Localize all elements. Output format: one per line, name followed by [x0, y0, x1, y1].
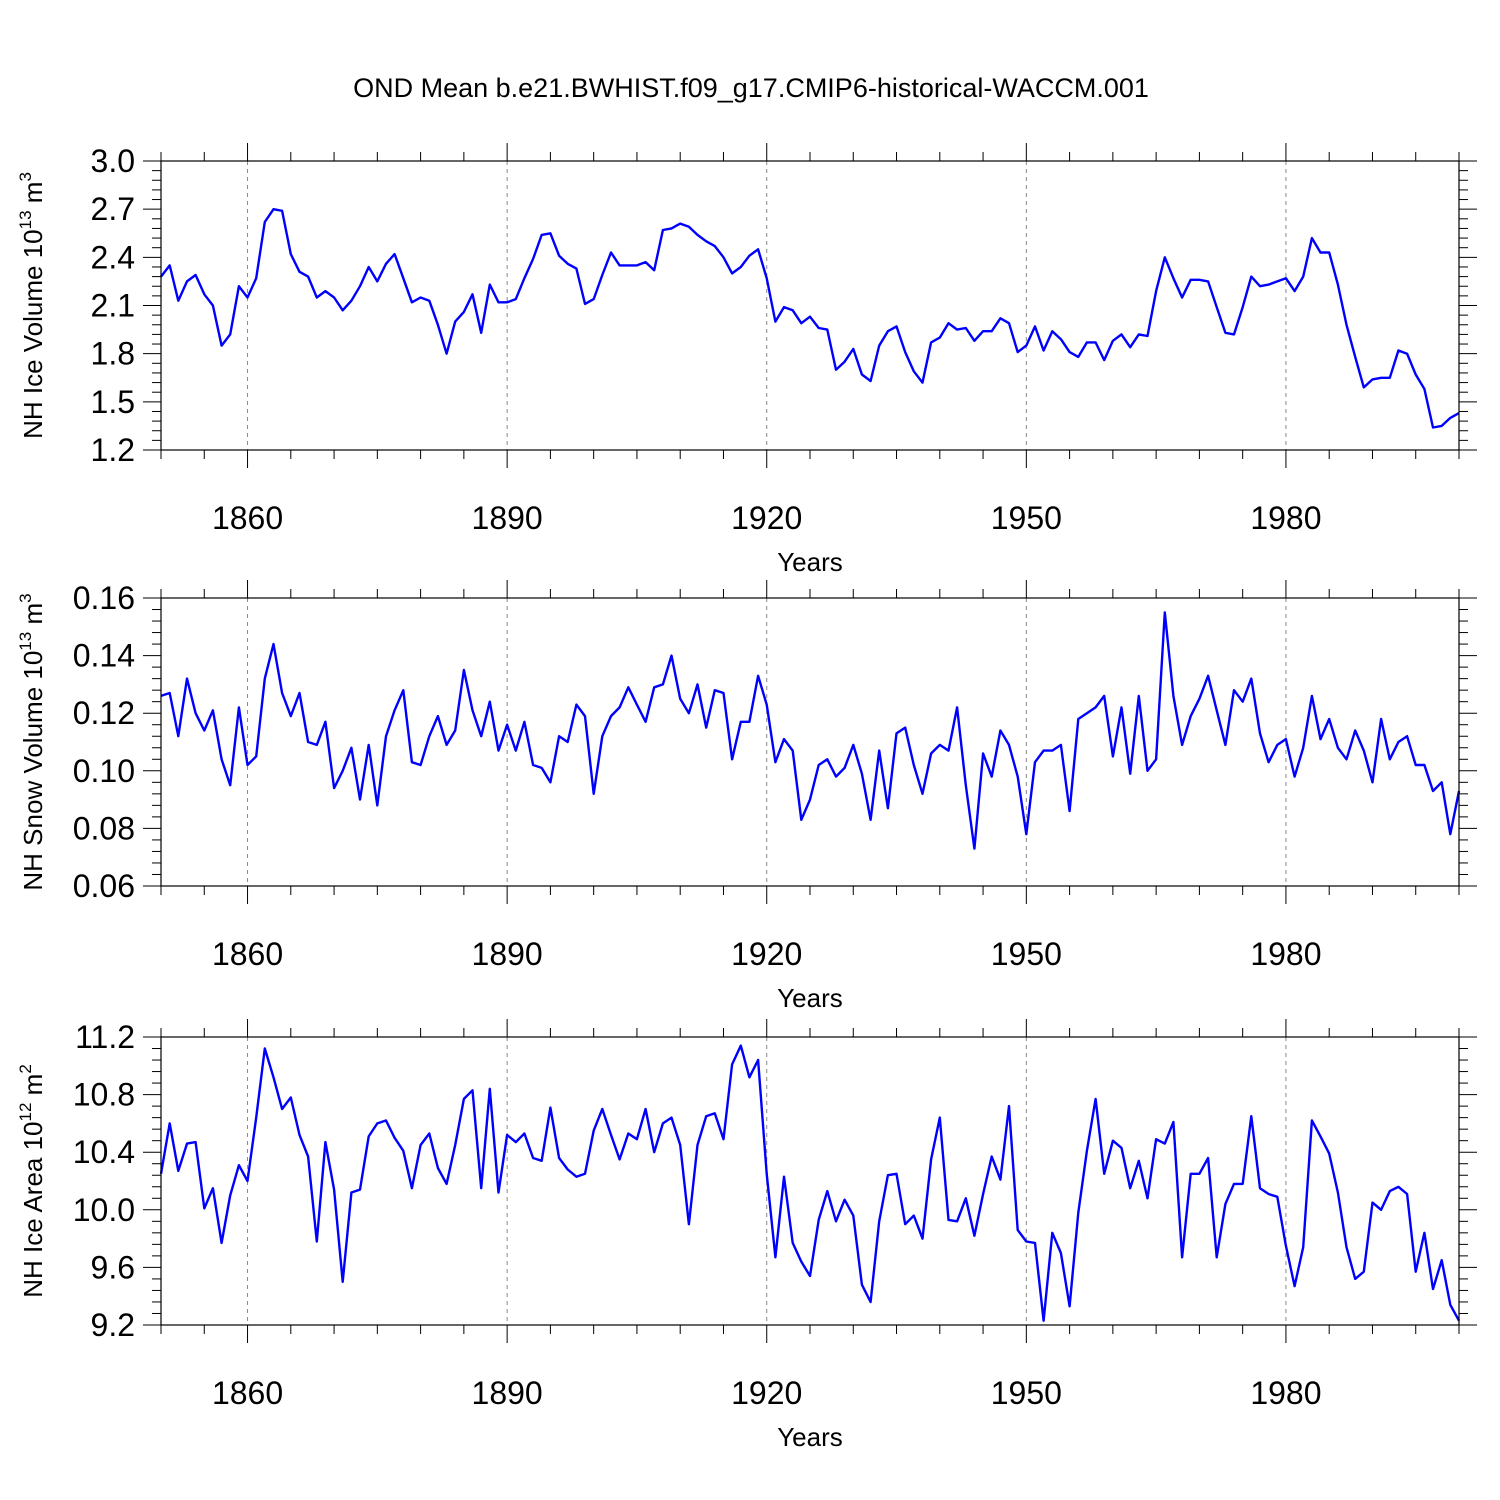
y-tick-label: 1.2 [91, 432, 135, 468]
x-tick-label: 1980 [1250, 1375, 1321, 1411]
x-tick-label: 1860 [212, 1375, 283, 1411]
y-tick-label: 10.4 [73, 1134, 135, 1170]
y-tick-label: 0.14 [73, 638, 135, 674]
y-axis-title: NH Ice Area 1012 m2 [16, 1064, 48, 1298]
y-axis-title-part: NH Snow Volume 10 [18, 651, 48, 891]
y-tick-label: 2.1 [91, 288, 135, 324]
ice-area-panel: 9.2 9.6 10.0 10.4 10.8 11.2 1860 1890 1920 1950 19… [16, 1019, 1477, 1452]
ice-volume-panel: 1.2 1.5 1.8 2.1 2.4 2.7 3.0 1860 1890 1920 1950 198… [16, 143, 1477, 577]
y-tick-label: 0.10 [73, 753, 135, 789]
x-tick-label: 1920 [731, 1375, 802, 1411]
x-tick-label: 1950 [991, 1375, 1062, 1411]
y-tick-label: 3.0 [91, 143, 135, 179]
y-tick-label: 0.12 [73, 695, 135, 731]
y-axis-title: NH Ice Volume 1013 m3 [16, 172, 48, 439]
y-axis-title: NH Snow Volume 1013 m3 [16, 593, 48, 890]
y-axis-title-superscript: 2 [16, 1064, 35, 1073]
y-axis-title-part: m [18, 1074, 48, 1103]
y-tick-label: 2.4 [91, 239, 135, 275]
x-tick-label: 1860 [212, 500, 283, 536]
y-axis-title-superscript: 13 [16, 632, 35, 651]
x-axis-title: Years [777, 1422, 843, 1452]
x-tick-label: 1920 [731, 936, 802, 972]
x-tick-label: 1890 [472, 500, 543, 536]
x-axis-title: Years [777, 547, 843, 577]
y-axis-title-part: NH Ice Volume 10 [18, 229, 48, 439]
y-tick-label: 2.7 [91, 191, 135, 227]
y-tick-label: 0.06 [73, 868, 135, 904]
x-axis-title: Years [777, 983, 843, 1013]
y-tick-label: 1.5 [91, 384, 135, 420]
y-axis-title-part: NH Ice Area 10 [18, 1121, 48, 1297]
y-axis-title-superscript: 13 [16, 210, 35, 229]
x-tick-label: 1860 [212, 936, 283, 972]
x-tick-label: 1980 [1250, 500, 1321, 536]
y-tick-label: 0.08 [73, 810, 135, 846]
chart-title: OND Mean b.e21.BWHIST.f09_g17.CMIP6-hist… [353, 73, 1149, 103]
snow-volume-panel: 0.06 0.08 0.10 0.12 0.14 0.16 1860 1890 1920 1950… [16, 580, 1477, 1013]
y-tick-label: 1.8 [91, 336, 135, 372]
data-series-line [159, 1044, 1461, 1322]
data-series-line [160, 207, 1460, 429]
x-tick-label: 1980 [1250, 936, 1321, 972]
x-tick-label: 1890 [472, 936, 543, 972]
y-tick-label: 9.2 [91, 1307, 135, 1343]
y-axis-title-superscript: 3 [16, 172, 35, 181]
y-axis-title-part: m [18, 603, 48, 632]
plot-frame [160, 160, 1460, 451]
y-axis-title-superscript: 3 [16, 593, 35, 602]
y-axis-title-superscript: 12 [16, 1103, 35, 1122]
x-tick-label: 1920 [731, 500, 802, 536]
y-tick-label: 11.2 [75, 1019, 135, 1055]
y-tick-label: 10.0 [73, 1192, 135, 1228]
y-tick-label: 0.16 [73, 580, 135, 616]
data-series-line [160, 611, 1461, 850]
plot-frame [160, 1036, 1460, 1326]
y-axis-title-part: m [18, 182, 48, 211]
plot-frame [160, 597, 1460, 887]
x-tick-label: 1890 [472, 1375, 543, 1411]
x-tick-label: 1950 [991, 500, 1062, 536]
y-tick-label: 10.8 [73, 1077, 135, 1113]
y-tick-label: 9.6 [91, 1249, 135, 1285]
x-tick-label: 1950 [991, 936, 1062, 972]
